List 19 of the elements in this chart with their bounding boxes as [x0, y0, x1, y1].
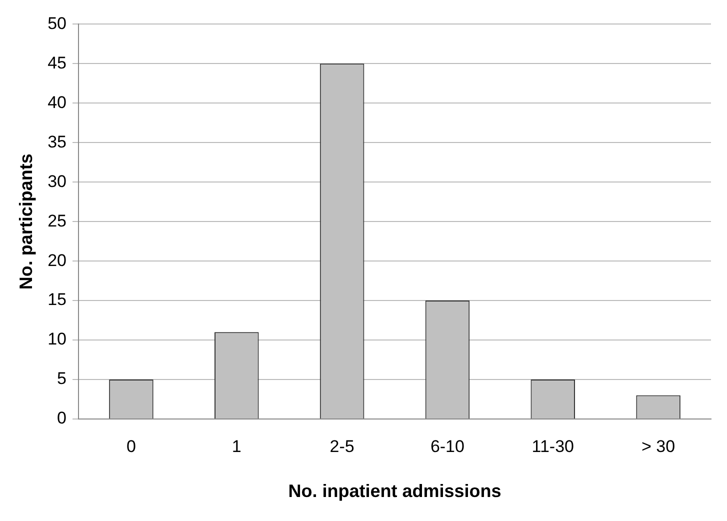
x-tick-label: > 30 [642, 436, 676, 456]
y-tick-label: 20 [48, 250, 67, 270]
y-tick-label: 30 [48, 172, 67, 191]
x-tick-label: 0 [126, 436, 136, 456]
y-tick-label: 25 [48, 211, 67, 230]
y-tick-label: 35 [48, 132, 67, 152]
y-tick-label: 40 [48, 92, 67, 112]
y-tick-label: 15 [48, 290, 67, 310]
y-tick-label: 0 [57, 408, 67, 428]
x-tick-label: 1 [232, 436, 242, 456]
y-tick-label: 45 [48, 53, 67, 72]
x-tick-label: 2-5 [330, 436, 354, 456]
x-tick-label: 11-30 [532, 436, 574, 456]
x-tick-label: 6-10 [430, 436, 464, 456]
x-axis-title: No. inpatient admissions [288, 481, 502, 502]
y-axis-title: No. participants [16, 154, 36, 290]
y-tick-label: 50 [48, 14, 67, 33]
y-tick-label: 10 [48, 330, 67, 349]
y-tick-label: 5 [57, 369, 67, 388]
